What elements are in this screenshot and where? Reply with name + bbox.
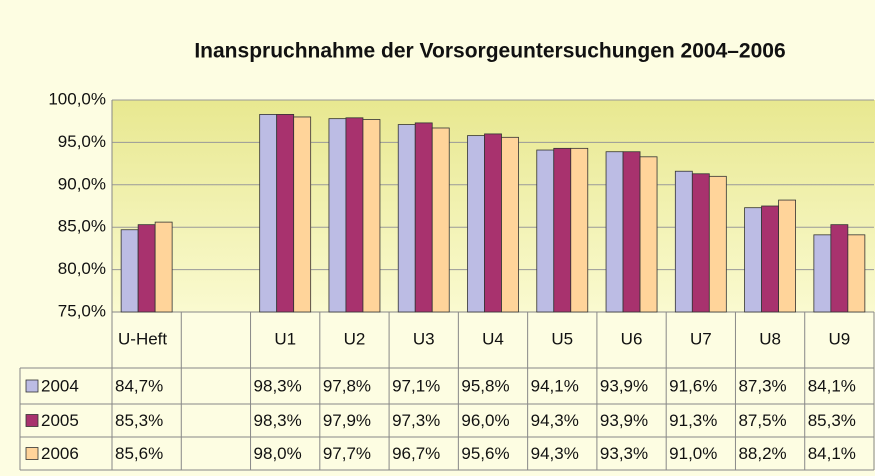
bar: [501, 136, 519, 313]
bar: [708, 175, 727, 313]
table-cell: 97,7%: [323, 444, 371, 463]
table-cell: 93,9%: [600, 411, 648, 430]
legend-key: [25, 379, 39, 393]
bar: [328, 118, 347, 313]
bar: [259, 114, 278, 313]
table-cell: 85,3%: [115, 411, 163, 430]
bar: [674, 170, 693, 313]
table-cell: 95,8%: [461, 376, 509, 395]
bar: [293, 116, 312, 313]
x-tick-label: U5: [551, 329, 573, 348]
bar: [431, 127, 450, 313]
bar: [830, 224, 849, 313]
bar: [154, 221, 173, 313]
table-cell: 96,0%: [461, 411, 509, 430]
x-tick-label: U3: [413, 329, 435, 348]
bar: [484, 133, 502, 313]
table-cell: 98,3%: [254, 411, 302, 430]
bar: [120, 229, 139, 313]
table-cell: 91,6%: [669, 376, 717, 395]
table-cell: 98,0%: [254, 444, 302, 463]
bar: [761, 205, 779, 313]
table-cell: 97,9%: [323, 411, 371, 430]
bar: [536, 149, 555, 313]
bar: [605, 151, 624, 313]
table-cell: 91,0%: [669, 444, 717, 463]
bar: [345, 117, 364, 313]
bar: [553, 147, 572, 313]
legend-label: 2004: [41, 376, 79, 395]
legend-label: 2006: [41, 444, 79, 463]
table-cell: 87,3%: [738, 376, 786, 395]
x-tick-label: U8: [759, 329, 781, 348]
bar: [778, 199, 796, 313]
table-cell: 94,3%: [531, 444, 579, 463]
x-tick-label: U6: [621, 329, 643, 348]
bar: [137, 224, 156, 313]
bar: [622, 151, 641, 313]
table-cell: 87,5%: [738, 411, 786, 430]
bar: [362, 119, 381, 313]
table-cell: 97,8%: [323, 376, 371, 395]
bar: [570, 147, 589, 313]
bar: [847, 234, 866, 313]
bar: [397, 124, 416, 313]
y-tick-label: 75,0%: [58, 301, 106, 320]
bar: [744, 207, 762, 313]
table-cell: 96,7%: [392, 444, 440, 463]
table-cell: 97,1%: [392, 376, 440, 395]
y-tick-label: 80,0%: [58, 259, 106, 278]
bar: [276, 114, 295, 313]
table-cell: 84,7%: [115, 376, 163, 395]
table-cell: 93,3%: [600, 444, 648, 463]
table-cell: 97,3%: [392, 411, 440, 430]
x-tick-label: U2: [344, 329, 366, 348]
y-tick-label: 95,0%: [58, 132, 106, 151]
x-tick-label: U9: [828, 329, 850, 348]
table-cell: 94,3%: [531, 411, 579, 430]
y-tick-label: 90,0%: [58, 174, 106, 193]
table-cell: 98,3%: [254, 376, 302, 395]
legend-key: [25, 414, 39, 427]
chart-title: Inanspruchnahme der Vorsorgeuntersuchung…: [194, 40, 785, 63]
table-cell: 95,6%: [461, 444, 509, 463]
y-tick-label: 85,0%: [58, 217, 106, 236]
table-cell: 93,9%: [600, 376, 648, 395]
x-tick-label: U7: [690, 329, 712, 348]
bar: [639, 156, 658, 313]
bar: [813, 234, 832, 313]
bar: [414, 122, 433, 313]
x-tick-label: U4: [482, 329, 504, 348]
table-cell: 85,6%: [115, 444, 163, 463]
table-cell: 85,3%: [808, 411, 856, 430]
table-cell: 84,1%: [808, 376, 856, 395]
legend-key: [25, 447, 39, 460]
x-tick-label: U1: [274, 329, 296, 348]
table-cell: 88,2%: [738, 444, 786, 463]
bar: [691, 173, 710, 313]
table-cell: 94,1%: [531, 376, 579, 395]
legend-label: 2005: [41, 411, 79, 430]
y-tick-label: 100,0%: [48, 89, 106, 108]
table-cell: 84,1%: [808, 444, 856, 463]
table-cell: 91,3%: [669, 411, 717, 430]
x-tick-label: U-Heft: [118, 329, 167, 348]
bar: [467, 135, 485, 313]
